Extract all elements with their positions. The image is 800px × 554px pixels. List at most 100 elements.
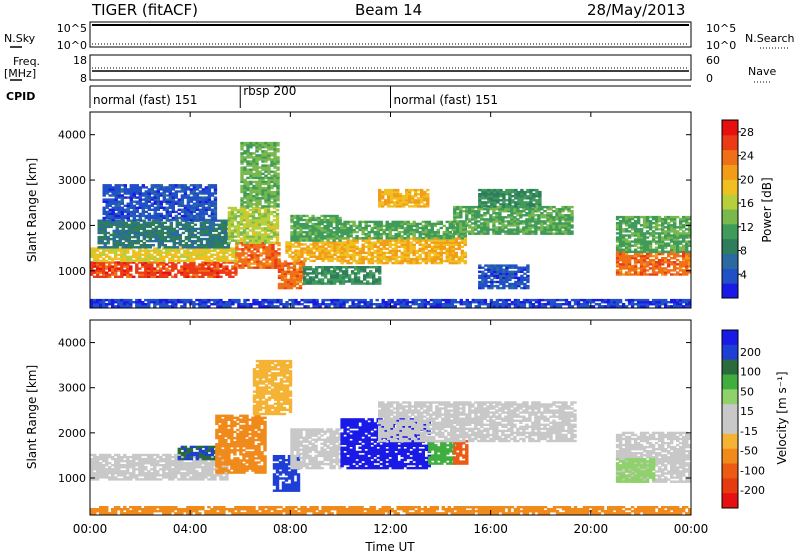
echo-cell: [147, 188, 151, 191]
echo-cell: [338, 278, 343, 281]
echo-cell: [207, 273, 211, 276]
echo-cell: [388, 224, 392, 228]
echo-cell: [295, 286, 300, 290]
echo-cell: [549, 226, 553, 229]
echo-cell: [160, 244, 164, 247]
echo-cell: [132, 190, 136, 193]
echo-cell: [409, 224, 413, 228]
echo-cell: [228, 259, 232, 263]
echo-cell: [317, 278, 322, 281]
echo-cell: [513, 216, 517, 219]
echo-cell: [508, 282, 512, 286]
echo-cell: [135, 188, 139, 191]
echo-cell: [338, 227, 342, 230]
echo-cell: [403, 230, 407, 234]
echo-cell: [114, 267, 118, 270]
echo-cell: [387, 188, 391, 192]
echo-cell: [465, 218, 469, 221]
echo-cell: [511, 195, 515, 198]
echo-cell: [621, 222, 626, 225]
echo-cell: [265, 248, 269, 251]
echo-cell: [486, 228, 490, 231]
echo-cell: [424, 239, 428, 242]
echo-cell: [305, 280, 310, 283]
echo-cell: [156, 216, 160, 220]
echo-cell: [193, 239, 198, 243]
echo-cell: [242, 215, 247, 218]
echo-cell: [111, 198, 115, 201]
echo-cell: [102, 208, 106, 211]
echo-cell: [117, 216, 121, 220]
echo-cell: [90, 267, 94, 270]
echo-cell: [618, 250, 623, 253]
echo-cell: [192, 247, 196, 250]
echo-cell: [189, 204, 194, 207]
echo-cell: [481, 270, 485, 273]
echo-cell: [127, 223, 131, 226]
echo-cell: [168, 212, 172, 216]
echo-cell: [465, 224, 469, 227]
echo-cell: [192, 202, 197, 205]
echo-cell: [651, 267, 656, 270]
echo-cell: [114, 202, 118, 205]
echo-cell: [159, 263, 163, 266]
echo-cell: [251, 233, 256, 236]
echo-cell: [406, 245, 410, 248]
echo-cell: [243, 152, 247, 155]
echo-cell: [162, 255, 166, 258]
echo-cell: [163, 225, 167, 229]
echo-cell: [243, 144, 247, 147]
echo-cell: [103, 244, 107, 247]
echo-cell: [382, 257, 386, 261]
echo-cell: [477, 226, 481, 229]
echo-cell: [276, 203, 280, 206]
echo-cell: [456, 208, 460, 211]
echo-cell: [329, 278, 334, 281]
echo-cell: [373, 226, 377, 230]
echo-cell: [90, 247, 94, 250]
echo-cell: [670, 263, 674, 266]
echo-cell: [272, 233, 277, 236]
echo-cell: [534, 224, 538, 227]
echo-cell: [159, 249, 163, 252]
echo-cell: [344, 272, 349, 275]
echo-cell: [114, 208, 118, 211]
echo-cell: [245, 221, 250, 224]
echo-cell: [198, 216, 203, 220]
echo-cell: [305, 222, 309, 226]
echo-cell: [208, 237, 213, 241]
echo-cell: [123, 188, 127, 191]
echo-cell: [445, 228, 449, 232]
echo-cell: [642, 257, 647, 260]
echo-cell: [546, 212, 550, 215]
echo-cell: [236, 227, 241, 230]
echo-cell: [352, 253, 356, 257]
echo-cell: [682, 259, 686, 262]
echo-cell: [249, 197, 253, 200]
echo-cell: [311, 227, 315, 230]
echo-cell: [463, 251, 467, 255]
echo-cell: [636, 261, 641, 264]
echo-cell: [295, 262, 300, 265]
echo-cell: [108, 184, 112, 187]
echo-cell: [546, 216, 550, 219]
echo-cell: [338, 274, 343, 277]
echo-cell: [436, 222, 440, 226]
echo-cell: [406, 232, 410, 236]
echo-cell: [501, 210, 505, 213]
echo-cell: [175, 246, 179, 249]
echo-cell: [120, 206, 124, 209]
echo-cell: [504, 210, 508, 213]
echo-cell: [198, 186, 203, 189]
echo-cell: [418, 249, 422, 253]
echo-cell: [378, 197, 382, 200]
echo-cell: [462, 232, 466, 235]
echo-cell: [378, 280, 382, 283]
echo-cell: [318, 249, 322, 252]
echo-cell: [186, 255, 190, 258]
echo-cell: [336, 257, 340, 260]
echo-cell: [183, 261, 187, 264]
echo-cell: [308, 276, 313, 279]
echo-cell: [124, 221, 128, 224]
echo-cell: [355, 241, 359, 244]
